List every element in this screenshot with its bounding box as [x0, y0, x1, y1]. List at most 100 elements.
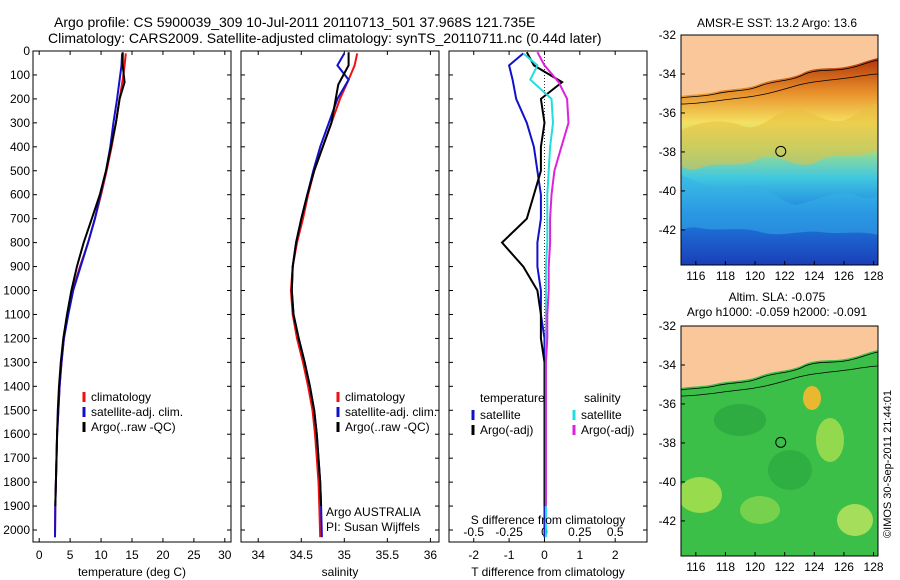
legend-label: Argo(-adj) — [480, 423, 533, 437]
salinity-panel: 34 34.5 35 35.5 36 salinity climatologysatel… — [240, 50, 440, 579]
temperature-axes-frame — [32, 50, 232, 543]
x-tick-label: 0 — [36, 548, 43, 562]
depth-tick-label: 1200 — [3, 331, 30, 345]
depth-tick-label: 1000 — [3, 284, 30, 298]
difference-legend: temperature salinitysatelliteArgo(-adj)sa… — [471, 391, 634, 437]
salinity-lines — [289, 52, 359, 538]
argo-annotation-line1: Argo AUSTRALIA — [326, 505, 421, 519]
salinity-ticks: 34 34.5 35 35.5 36 — [252, 51, 438, 562]
sla-high-patch — [740, 496, 780, 524]
legend-title: salinity — [584, 391, 621, 405]
x-tick-label: 35.5 — [376, 548, 400, 562]
lon-tick-label: 128 — [864, 269, 884, 283]
sla-map-image — [681, 326, 878, 556]
header-line2: Climatology: CARS2009. Satellite-adjuste… — [48, 30, 602, 46]
depth-tick-label: 400 — [10, 140, 30, 154]
x-tick-label: 30 — [218, 548, 232, 562]
difference-panel: -2 -1 0 1 2-0.5 -0.25 0 0.25 0.5 S difference fr… — [448, 50, 648, 579]
lat-tick-label: -40 — [659, 475, 677, 489]
salinity-xlabel: salinity — [322, 565, 359, 579]
lat-tick-label: -42 — [659, 514, 677, 528]
depth-tick-label: 2000 — [3, 523, 30, 537]
legend-label: climatology — [91, 390, 151, 404]
t-difference-label: T difference from climatology — [471, 565, 625, 579]
lon-tick-label: 118 — [716, 269, 735, 283]
legend-label: satellite — [480, 408, 521, 422]
x-tick-label: -2 — [468, 548, 479, 562]
lon-tick-label: 122 — [775, 560, 795, 574]
argo-location-marker — [775, 145, 787, 157]
imos-side-label: ©IMOS 30-Sep-2011 21:44:01 — [882, 390, 894, 538]
lon-tick-label: 124 — [804, 269, 824, 283]
depth-tick-label: 1900 — [3, 499, 30, 513]
x-tick-label: 20 — [156, 548, 170, 562]
sla-high-patch — [837, 504, 873, 536]
x-tick-label: 0 — [541, 548, 548, 562]
lon-tick-label: 126 — [834, 560, 854, 574]
legend-label: satellite-adj. clim. — [345, 405, 437, 419]
sst-warm-eddy — [681, 103, 878, 170]
legend-label: climatology — [345, 390, 405, 404]
lat-tick-label: -34 — [659, 358, 677, 372]
x-tick-label: 36 — [424, 548, 438, 562]
lat-tick-label: -36 — [659, 397, 677, 411]
depth-tick-label: 1500 — [3, 403, 30, 417]
depth-tick-label: 0 — [23, 44, 30, 58]
legend-label: Argo(-adj) — [581, 423, 634, 437]
temperature-ticks: 0 5 10 15 20 25 30 — [36, 51, 232, 562]
sst-map-image — [681, 35, 878, 265]
sst-map-panel: AMSR-E SST: 13.2 Argo: 13.6 116 118 120 122… — [659, 16, 884, 283]
series-line — [507, 52, 546, 538]
sla-low-patch — [768, 450, 812, 490]
sla-isobath — [681, 365, 878, 397]
depth-tick-label: 100 — [10, 68, 30, 82]
sla-map-frame — [680, 325, 879, 557]
sla-map-ticks: 116 118 120 122 124 126 128 -32 -34 -36 -38 -40 -42 — [659, 319, 884, 574]
lon-tick-label: 118 — [716, 560, 735, 574]
temperature-xlabel: temperature (deg C) — [78, 565, 186, 579]
lon-tick-label: 120 — [745, 269, 765, 283]
x-tick-label: 5 — [67, 548, 74, 562]
lon-tick-label: 116 — [686, 560, 705, 574]
legend-label: satellite-adj. clim. — [91, 405, 183, 419]
sst-coastline — [681, 59, 878, 99]
difference-depth-ticks — [449, 50, 647, 531]
series-line — [54, 53, 124, 538]
s-difference-label: S difference from climatology — [471, 513, 626, 527]
argo-location-marker — [775, 436, 787, 448]
sla-map-panel: Altim. SLA: -0.075 Argo h1000: -0.059 h2… — [659, 290, 884, 574]
sla-high-patch — [816, 418, 844, 462]
lon-tick-label: 128 — [864, 560, 884, 574]
lat-tick-label: -40 — [659, 184, 677, 198]
legend-label: Argo(..raw -QC) — [345, 420, 430, 434]
salinity-axes-frame — [240, 50, 440, 543]
series-line — [290, 52, 350, 507]
sst-cool-band — [681, 175, 878, 235]
depth-tick-label: 1700 — [3, 451, 30, 465]
depth-tick-label: 300 — [10, 116, 30, 130]
sla-title-line2: Argo h1000: -0.059 h2000: -0.091 — [687, 305, 867, 319]
series-line — [289, 53, 359, 538]
lat-tick-label: -38 — [659, 145, 677, 159]
difference-ticks: -2 -1 0 1 2-0.5 -0.25 0 0.25 0.5 — [463, 51, 624, 562]
lat-tick-label: -36 — [659, 106, 677, 120]
depth-tick-label: 800 — [10, 236, 30, 250]
salinity-depth-ticks — [241, 50, 439, 531]
lat-tick-label: -38 — [659, 436, 677, 450]
x-tick-label: 10 — [94, 548, 108, 562]
lon-tick-label: 116 — [686, 269, 705, 283]
sla-coastline — [681, 351, 878, 391]
depth-ticks: 0 100 200 300 400 500 600 700 800 900 1000 1100 1200… — [3, 44, 231, 537]
depth-tick-label: 1100 — [4, 307, 30, 321]
depth-tick-label: 1300 — [3, 355, 30, 369]
sst-map-ticks: 116 118 120 122 124 126 128 -32 -34 -36 -38 -40 -42 — [659, 28, 884, 283]
difference-lines — [500, 51, 570, 538]
sst-map-title: AMSR-E SST: 13.2 Argo: 13.6 — [697, 16, 857, 30]
lat-tick-label: -32 — [659, 28, 677, 42]
depth-tick-label: 1600 — [3, 427, 30, 441]
series-line — [54, 52, 126, 507]
x-tick-label: 34 — [252, 548, 266, 562]
sla-low-patch — [714, 404, 766, 436]
